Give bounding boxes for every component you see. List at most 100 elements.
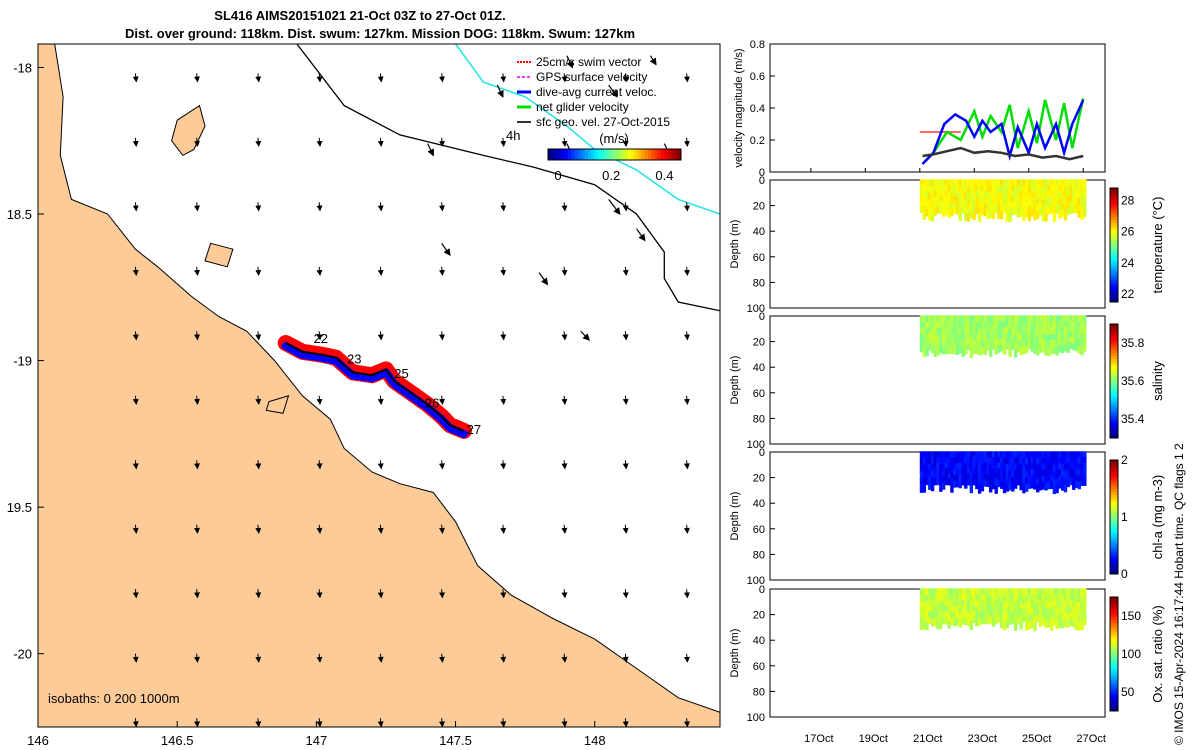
data-cell (955, 347, 960, 355)
data-cell (936, 621, 940, 630)
data-cell (1016, 209, 1021, 218)
data-cell (1002, 451, 1007, 460)
data-cell (1030, 588, 1034, 597)
data-cell (953, 340, 957, 349)
colorbar-cell (1110, 389, 1118, 393)
data-cell (1047, 196, 1051, 204)
x-tick-label: 25Oct (1022, 733, 1051, 745)
colorbar-cell (1110, 207, 1118, 212)
colorbar-cell (581, 149, 586, 160)
colorbar-cell (1110, 216, 1118, 220)
data-cell (989, 179, 993, 188)
data-cell (922, 621, 926, 630)
data-cell (1038, 612, 1043, 621)
data-cell (977, 471, 982, 481)
data-cell (1002, 595, 1007, 604)
data-cell (961, 473, 965, 481)
data-cell (950, 315, 954, 324)
data-cell (1041, 594, 1046, 602)
data-cell (1016, 203, 1021, 212)
data-cell (1074, 332, 1079, 340)
data-cell (1025, 470, 1029, 479)
colorbar-cell (1110, 236, 1118, 240)
data-cell (947, 607, 951, 616)
data-cell (1025, 327, 1029, 335)
data-cell (925, 456, 929, 464)
data-cell (1019, 315, 1023, 324)
data-cell (1083, 321, 1087, 329)
data-cell (958, 192, 962, 201)
data-cell (986, 599, 990, 608)
data-cell (1008, 463, 1012, 472)
colorbar-cell (1110, 296, 1118, 300)
data-cell (997, 321, 1001, 329)
data-cell (961, 179, 965, 187)
data-cell (977, 588, 982, 596)
data-cell (969, 315, 974, 324)
colorbar-cell (1110, 639, 1118, 644)
data-cell (977, 341, 982, 349)
colorbar-cell (1110, 685, 1118, 689)
data-cell (983, 473, 987, 482)
data-cell (928, 611, 932, 619)
sfc-vector (194, 524, 200, 534)
data-cell (1049, 469, 1054, 477)
sfc-vector (500, 653, 507, 663)
colorbar-cell (1110, 250, 1118, 255)
data-cell (1047, 613, 1051, 622)
data-cell (980, 476, 985, 485)
colorbar-cell (1110, 571, 1118, 575)
data-cell (1080, 198, 1084, 207)
data-cell (1011, 451, 1015, 460)
colorbar-cell (1110, 699, 1118, 703)
data-cell (1019, 179, 1023, 187)
colorbar-cell (1110, 358, 1118, 362)
data-cell (983, 321, 987, 330)
data-cell (991, 337, 996, 345)
data-cell (1025, 203, 1029, 212)
data-cell (922, 484, 926, 493)
data-cell (941, 588, 946, 596)
y-tick-label: 20 (753, 610, 765, 622)
data-cell (964, 192, 968, 201)
colorbar-cell (631, 149, 635, 160)
data-cell (1025, 345, 1029, 354)
data-cell (930, 327, 935, 336)
data-cell (1041, 612, 1046, 620)
sfc-vector (377, 524, 384, 534)
data-cell (933, 456, 938, 464)
data-cell (1047, 321, 1051, 330)
data-cell (964, 206, 968, 215)
data-cell (953, 600, 957, 609)
data-cell (1083, 462, 1087, 470)
data-cell (1011, 616, 1015, 624)
data-cell (928, 199, 932, 208)
data-cell (1072, 607, 1076, 615)
data-cell (991, 463, 996, 472)
data-cell (958, 463, 962, 471)
data-cell (969, 594, 974, 604)
sfc-vector (561, 460, 568, 470)
data-cell (966, 337, 971, 345)
data-cell (1066, 190, 1070, 198)
data-cell (980, 315, 985, 324)
data-cell (1061, 613, 1065, 622)
data-cell (947, 191, 951, 200)
data-cell (1069, 600, 1073, 608)
data-cell (1008, 451, 1012, 460)
data-cell (1063, 606, 1068, 615)
data-cell (1025, 339, 1029, 347)
data-cell (1077, 179, 1081, 187)
colorbar-cell (1110, 554, 1118, 558)
data-cell (1030, 321, 1034, 329)
colorbar-cell (1110, 611, 1118, 615)
data-cell (936, 347, 940, 356)
data-cell (919, 484, 924, 493)
colorbar-cell (1110, 497, 1118, 501)
data-cell (975, 201, 979, 209)
sfc-vector (622, 395, 629, 405)
data-cell (1005, 213, 1010, 222)
data-cell (1011, 179, 1015, 187)
data-cell (1005, 192, 1010, 202)
data-cell (944, 333, 949, 342)
